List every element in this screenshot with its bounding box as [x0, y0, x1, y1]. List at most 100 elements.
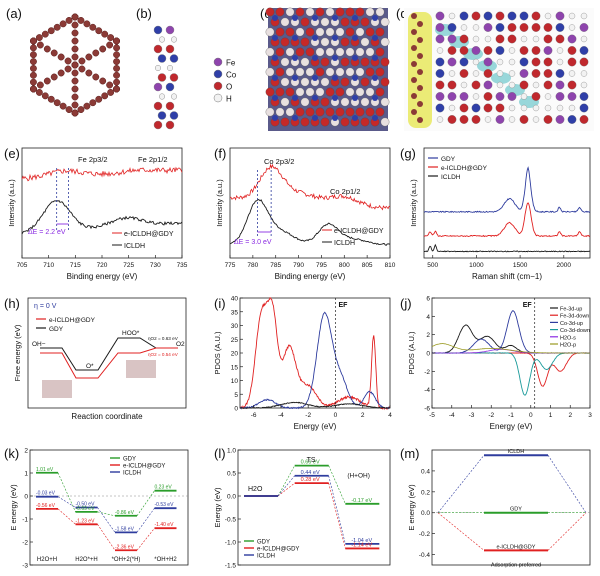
annotation-adsorption: Adsorption preferred	[491, 563, 541, 569]
legend-label: Fe-3d-down	[560, 314, 589, 320]
y-tick-label: 6	[426, 296, 430, 303]
h-atom	[166, 64, 173, 71]
surface-atom	[265, 27, 275, 37]
co-atom	[555, 69, 565, 78]
co-atom	[292, 75, 298, 81]
h-atom	[508, 104, 516, 112]
annotation-fe-2p3: Fe 2p3/2	[78, 155, 108, 164]
atom-legend-label: H	[226, 95, 232, 104]
legend-label: ICLDH	[441, 174, 461, 181]
carbon-atom	[65, 16, 73, 24]
carbon-atom	[71, 29, 79, 37]
legend-label: ICLDH	[257, 554, 275, 560]
carbon-atom	[411, 29, 417, 35]
y-axis-label: Energy (eV)	[213, 487, 222, 528]
carbon-atom	[113, 85, 121, 93]
y-tick-label: -6	[424, 406, 430, 413]
carbon-atom	[99, 45, 107, 53]
legend-swatch	[213, 57, 223, 67]
legend-label: e-ICLDH@GDY	[49, 317, 96, 324]
carbon-atom	[71, 85, 79, 93]
carbon-atom	[43, 45, 51, 53]
panel-label: (l)	[214, 446, 226, 461]
y-tick-label: 30	[231, 323, 239, 330]
value-label: -0.03 eV	[36, 491, 56, 497]
carbon-atom	[71, 37, 79, 45]
co-atom	[352, 95, 358, 101]
surface-atom	[265, 47, 275, 57]
o-atom	[531, 23, 541, 32]
legend-label: ICLDH	[334, 240, 355, 247]
surface-atom	[360, 57, 370, 67]
h-atom	[436, 47, 444, 54]
h-atom	[508, 58, 516, 66]
y-axis-label: Intensity (a.u.)	[215, 179, 224, 227]
fermi-label: EF	[523, 302, 533, 309]
h-atom	[496, 81, 504, 89]
carbon-atom	[417, 85, 423, 91]
carbon-atom	[107, 34, 115, 42]
h-atom	[496, 58, 504, 66]
co-atom	[312, 35, 318, 41]
carbon-atom	[50, 73, 58, 81]
h-atom	[532, 104, 540, 112]
surface-atom	[300, 57, 310, 67]
panel-g-raman: GDY e-ICLDH@GDY ICLDH 500 1000 1500 2000 Raman …	[409, 147, 591, 281]
x-tick-label: -2	[488, 412, 494, 419]
panel-label: (e)	[4, 146, 20, 161]
series-ICLDH	[423, 243, 591, 253]
x-tick-label: 730	[150, 262, 161, 269]
surface-atom	[355, 27, 365, 37]
fermi-label: EF	[338, 302, 348, 309]
x-tick-label: 805	[362, 262, 373, 269]
carbon-atom	[71, 21, 79, 29]
panel-m-adsorption: ICLDH GDY e-ICLDH@GDY Adsorption preferred -…	[407, 449, 591, 569]
fe-atom	[555, 115, 565, 124]
fe-atom	[471, 46, 481, 55]
connector	[437, 512, 485, 551]
h-atom	[158, 36, 165, 43]
legend-label: H2O-s	[560, 335, 576, 341]
co-atom	[272, 35, 278, 41]
panel-a-graphdiyne	[29, 13, 121, 117]
x-tick-label: 1	[549, 412, 553, 419]
surface-atom	[325, 27, 335, 37]
surface-atom	[340, 117, 350, 127]
series-GDY	[423, 166, 591, 213]
co-atom	[579, 46, 589, 55]
surface-atom	[365, 87, 375, 97]
plot-frame	[423, 147, 591, 259]
o-atom	[169, 73, 179, 82]
x-tick-label: 800	[339, 262, 350, 269]
surface-atom	[320, 77, 330, 87]
o-atom	[447, 46, 457, 55]
value-label: 0.28 eV	[301, 477, 320, 483]
surface-atom	[340, 17, 350, 27]
y-tick-label: 2	[24, 448, 28, 455]
h-atom	[580, 12, 588, 20]
carbon-atom	[106, 81, 114, 89]
surface-atom	[320, 17, 330, 27]
h-atom	[472, 58, 480, 66]
x-tick-label: 500	[427, 262, 438, 269]
surface-atom	[375, 87, 385, 97]
carbon-atom	[113, 71, 121, 79]
fe-atom	[435, 34, 445, 44]
h-atom	[568, 24, 576, 31]
h-atom	[520, 104, 528, 112]
co-atom	[579, 103, 589, 113]
legend-label: GDY	[441, 156, 456, 163]
surface-atom	[325, 7, 335, 17]
carbon-atom	[89, 23, 97, 31]
carbon-atom	[95, 95, 103, 103]
value-label: -0.53 eV	[155, 502, 175, 508]
x-axis-label: Binding energy (eV)	[67, 272, 138, 281]
fe-atom	[447, 92, 457, 101]
h-atom	[436, 116, 444, 123]
carbon-atom	[53, 99, 61, 107]
co-atom	[332, 35, 338, 41]
legend-label: GDY	[49, 326, 64, 333]
y-tick-label: 20	[231, 351, 239, 358]
legend-label: e-ICLDH@GDY	[123, 464, 165, 470]
